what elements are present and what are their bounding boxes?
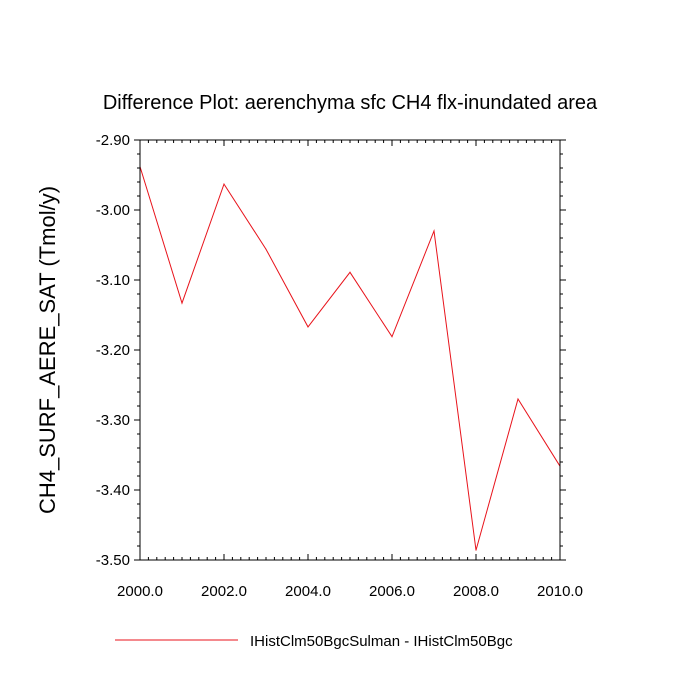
series-line <box>140 167 560 551</box>
y-tick-label: -3.50 <box>96 552 130 569</box>
data-point <box>182 303 183 304</box>
y-tick-label: -3.30 <box>96 412 130 429</box>
x-tick-label: 2004.0 <box>285 583 331 600</box>
y-tick-label: -3.40 <box>96 482 130 499</box>
plot-frame <box>140 140 560 560</box>
y-tick-label: -3.10 <box>96 272 130 289</box>
data-point <box>308 326 309 327</box>
legend-label: IHistClm50BgcSulman - IHistClm50Bgc <box>250 633 513 650</box>
x-tick-label: 2010.0 <box>537 583 583 600</box>
y-tick-label: -2.90 <box>96 132 130 149</box>
data-point <box>350 272 351 273</box>
data-point <box>476 550 477 551</box>
data-series <box>140 166 561 551</box>
x-tick-label: 2002.0 <box>201 583 247 600</box>
y-axis-label: CH4_SURF_AERE_SAT (Tmol/y) <box>35 186 60 514</box>
data-point <box>392 336 393 337</box>
chart-title: Difference Plot: aerenchyma sfc CH4 flx-… <box>103 92 598 114</box>
data-point <box>518 399 519 400</box>
data-point <box>434 231 435 232</box>
y-tick-label: -3.20 <box>96 342 130 359</box>
y-tick-label: -3.00 <box>96 202 130 219</box>
axis-ticks: 2000.0 2002.0 2004.0 2006.0 2008.0 2010.0 -2.9… <box>96 132 583 600</box>
data-point <box>266 249 267 250</box>
legend: IHistClm50BgcSulman - IHistClm50Bgc <box>115 633 513 650</box>
x-tick-label: 2000.0 <box>117 583 163 600</box>
data-point <box>224 184 225 185</box>
x-tick-label: 2006.0 <box>369 583 415 600</box>
x-tick-label: 2008.0 <box>453 583 499 600</box>
